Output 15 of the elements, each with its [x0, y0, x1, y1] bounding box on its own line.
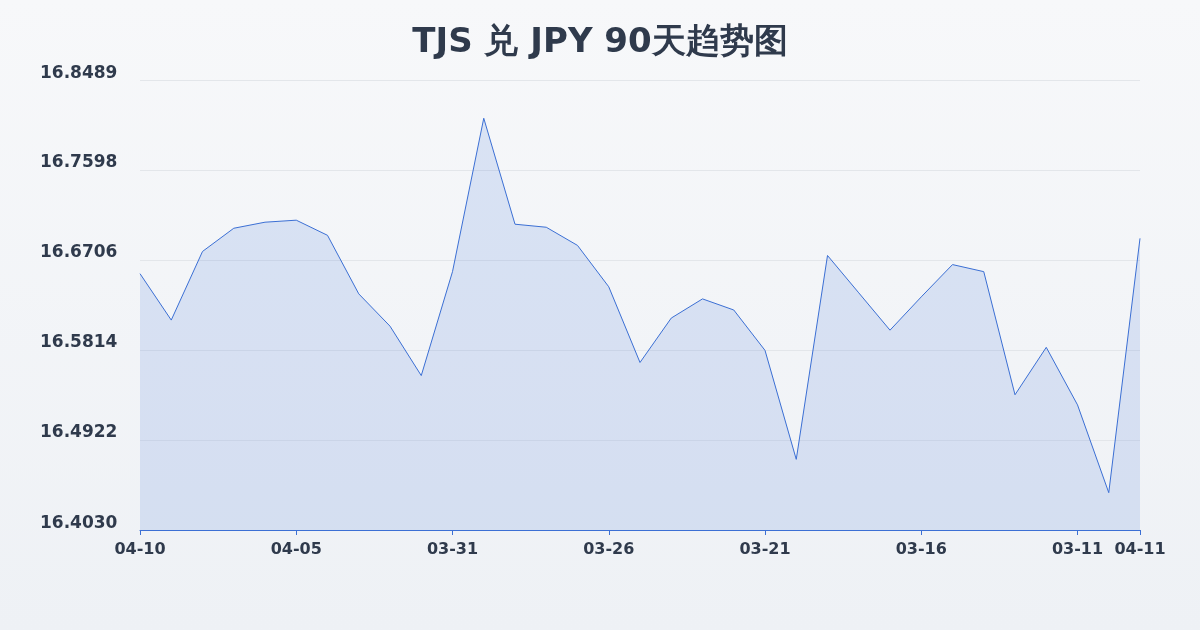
y-tick-label: 16.7598	[40, 151, 118, 172]
x-tick-label: 03-26	[583, 538, 635, 558]
x-tick-label: 03-16	[895, 538, 947, 558]
y-tick-label: 16.4030	[40, 511, 118, 532]
x-tick-label: 03-31	[426, 538, 479, 558]
y-tick-label: 16.4922	[40, 421, 118, 442]
chart-title: TJS 兑 JPY 90天趋势图	[412, 20, 788, 60]
y-tick-label: 16.8489	[40, 61, 118, 82]
y-tick-label: 16.6706	[40, 241, 118, 262]
x-tick-label: 04-10	[114, 538, 166, 558]
x-tick-label: 03-11	[1051, 538, 1104, 558]
x-tick-label: 03-21	[739, 538, 791, 558]
y-tick-label: 16.5814	[40, 331, 118, 352]
x-tick-label: 04-05	[270, 538, 322, 558]
x-tick-label: 04-11	[1114, 538, 1166, 558]
